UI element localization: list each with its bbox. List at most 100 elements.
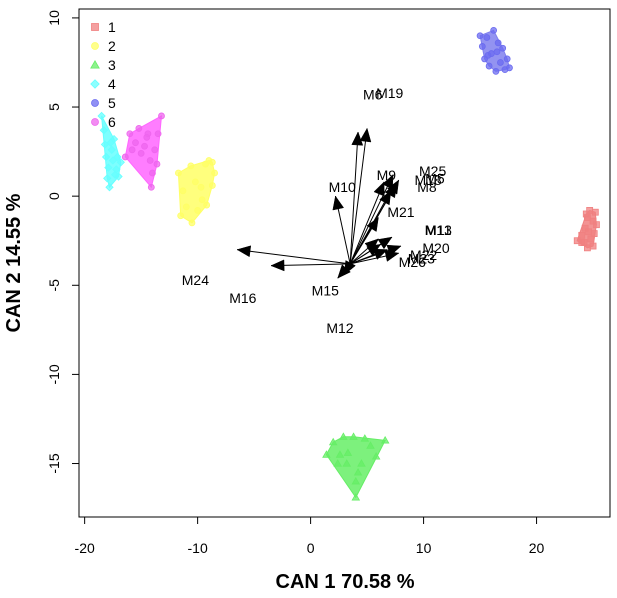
legend-marker-2	[91, 42, 99, 50]
group-4-point	[116, 158, 125, 167]
legend-item-5: 5	[91, 95, 116, 111]
group-4-point	[97, 111, 106, 121]
group-3-point	[380, 435, 390, 444]
group-1-point	[590, 230, 598, 237]
group-4-point	[101, 152, 111, 162]
loading-label-m21: M21	[387, 204, 414, 220]
group-3-point	[342, 459, 352, 467]
legend-marker-6	[91, 118, 99, 126]
group-5-point	[493, 48, 501, 56]
group-3-point	[349, 432, 358, 440]
arrowhead-m24	[236, 245, 252, 258]
arrowhead-m16	[270, 259, 285, 272]
arrowhead-m12	[344, 260, 356, 276]
group-5-point	[483, 34, 491, 41]
loading-label-m8: M8	[417, 179, 437, 195]
legend-item-4: 4	[90, 76, 116, 92]
loading-label-m12: M12	[326, 320, 353, 336]
legend-marker-4	[90, 79, 100, 89]
group-2-point	[175, 169, 182, 177]
group-4-point	[112, 165, 121, 174]
x-tick-label: 0	[307, 540, 315, 556]
group-6-point	[147, 183, 155, 191]
group-6-point	[141, 142, 148, 150]
x-tick-label: 10	[416, 540, 432, 556]
group-5-point	[497, 59, 504, 66]
y-tick-label: 5	[46, 103, 62, 111]
group-5-point	[490, 26, 498, 34]
group-2-point	[187, 162, 195, 170]
group-2-point	[182, 203, 190, 211]
arrow-m25	[349, 174, 394, 265]
group-6-point	[146, 157, 154, 164]
group-3-point	[351, 476, 361, 485]
group-5-point	[476, 32, 484, 40]
group-2-point	[179, 187, 187, 195]
y-tick-label: -10	[46, 364, 62, 384]
group-4-point	[109, 134, 119, 144]
group-5-point	[492, 67, 500, 75]
legend-label-1: 1	[108, 19, 116, 35]
group-6-point	[126, 130, 134, 138]
legend-item-1: 1	[91, 19, 116, 35]
group-3-point	[328, 437, 338, 446]
group-4-point	[113, 152, 122, 162]
group-6-point	[132, 139, 139, 147]
arrow-m6	[349, 131, 359, 264]
arrowhead-m19	[359, 127, 372, 143]
legend-marker-3	[90, 59, 100, 69]
y-axis-title: CAN 2 14.55 %	[3, 193, 25, 332]
legend-marker-1	[91, 23, 99, 31]
y-tick-label: 0	[46, 192, 62, 200]
group-6-point	[149, 169, 156, 177]
group-6-point	[158, 112, 165, 120]
loading-label-m23: M23	[408, 251, 435, 267]
legend-label-3: 3	[108, 57, 116, 73]
group-6-point	[135, 125, 143, 132]
group-5-point	[494, 39, 502, 47]
group-6-point	[154, 130, 162, 138]
group-1-point	[582, 210, 590, 218]
arrow-m9	[349, 181, 385, 265]
group-2-point	[203, 201, 211, 209]
group-3-point	[357, 459, 366, 467]
loading-label-m13: M13	[425, 222, 452, 238]
group-3-point	[360, 434, 370, 442]
group-1-point	[584, 244, 591, 252]
group-3-point	[339, 432, 348, 440]
loading-label-m26: M26	[399, 254, 426, 270]
arrowhead-m8	[379, 190, 392, 206]
loading-label-m24: M24	[182, 272, 209, 288]
group-6-point	[151, 146, 159, 154]
legend-label-2: 2	[108, 38, 116, 54]
group-3-point	[322, 450, 331, 458]
group-6-point	[153, 160, 161, 168]
loading-label-m11: M11	[425, 222, 451, 238]
legend-label-6: 6	[108, 114, 116, 130]
x-axis-title: CAN 1 70.58 %	[276, 571, 415, 593]
legend-label-5: 5	[108, 95, 116, 111]
group-5-point	[506, 64, 513, 72]
legend-label-4: 4	[108, 76, 116, 92]
group-3-point	[351, 492, 361, 501]
group-1-point	[593, 221, 600, 229]
loading-label-m25: M25	[419, 163, 446, 179]
group-1-point	[578, 231, 586, 239]
loading-label-m10: M10	[329, 179, 356, 195]
legend: 1 2 3 4 5 6	[90, 19, 116, 130]
group-2-point	[208, 158, 216, 166]
group-5-point	[485, 62, 493, 70]
arrow-m24	[237, 249, 351, 265]
group-3-point	[335, 450, 345, 458]
group-4-point	[103, 174, 112, 183]
group-2-point	[177, 212, 185, 220]
group-1-point	[585, 228, 592, 236]
legend-marker-5	[91, 99, 99, 107]
group-2-point	[208, 182, 216, 189]
arrowhead-m21	[366, 216, 379, 232]
group-4-point	[100, 140, 110, 149]
group-4-point	[107, 145, 116, 154]
loading-label-m9: M9	[377, 167, 397, 183]
